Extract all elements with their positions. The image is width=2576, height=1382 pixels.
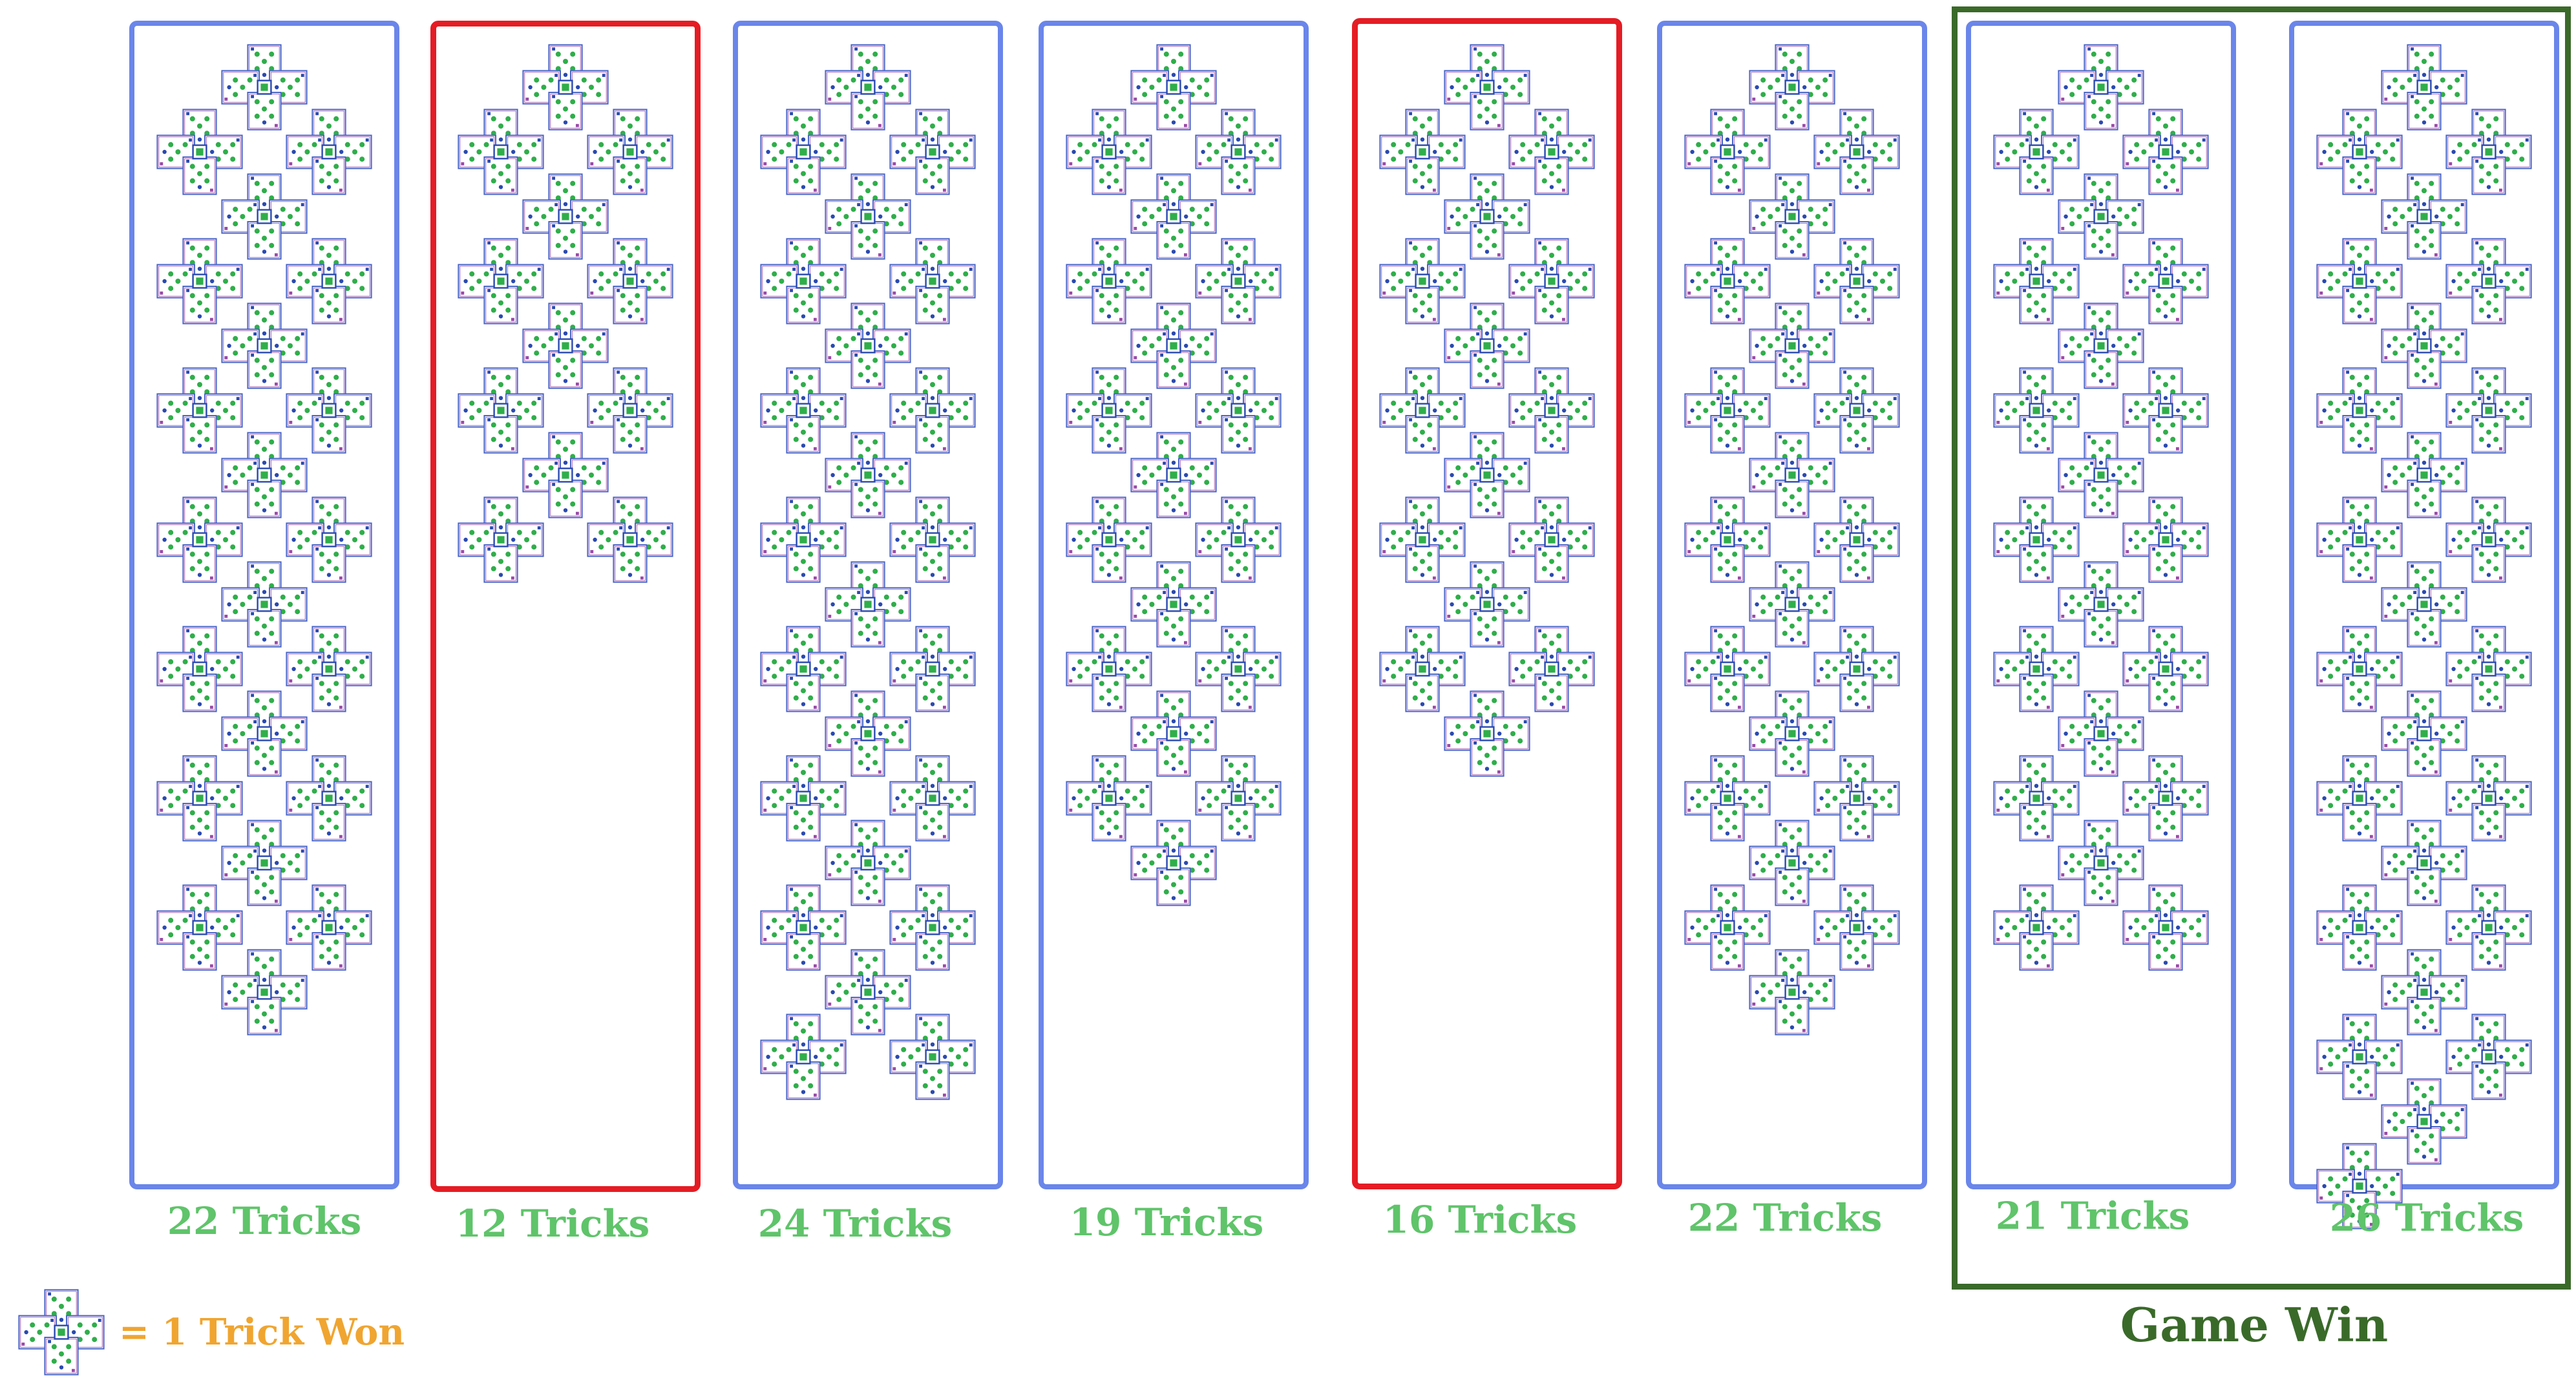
game-win-frame bbox=[1952, 6, 2571, 1290]
legend-text: = 1 Trick Won bbox=[119, 1311, 405, 1354]
game-4-trick-count: 19 Tricks bbox=[1069, 1200, 1264, 1244]
game-1-trick-count: 22 Tricks bbox=[167, 1199, 362, 1243]
game-panel-2 bbox=[430, 21, 701, 1192]
game-win-label: Game Win bbox=[2120, 1297, 2389, 1352]
game-panel-5 bbox=[1352, 18, 1622, 1189]
game-panel-6 bbox=[1657, 21, 1927, 1189]
four-card-cross-icon bbox=[13, 1284, 110, 1381]
game-7-trick-count: 21 Tricks bbox=[1995, 1194, 2190, 1238]
game-panel-3 bbox=[733, 21, 1003, 1189]
game-panel-4 bbox=[1039, 21, 1309, 1189]
game-2-trick-count: 12 Tricks bbox=[455, 1202, 650, 1246]
legend: = 1 Trick Won bbox=[9, 1288, 461, 1378]
game-8-trick-count: 26 Tricks bbox=[2329, 1196, 2524, 1240]
game-6-trick-count: 22 Tricks bbox=[1687, 1196, 1883, 1240]
game-panel-1 bbox=[129, 21, 399, 1189]
game-5-trick-count: 16 Tricks bbox=[1382, 1198, 1578, 1242]
game-3-trick-count: 24 Tricks bbox=[757, 1202, 953, 1246]
